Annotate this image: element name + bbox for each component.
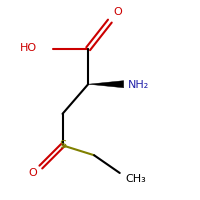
Text: S: S [59,140,66,150]
Text: O: O [114,7,123,17]
Text: NH₂: NH₂ [128,80,149,90]
Text: CH₃: CH₃ [126,174,146,184]
Polygon shape [88,81,124,88]
Text: HO: HO [20,43,37,53]
Text: O: O [29,168,37,178]
